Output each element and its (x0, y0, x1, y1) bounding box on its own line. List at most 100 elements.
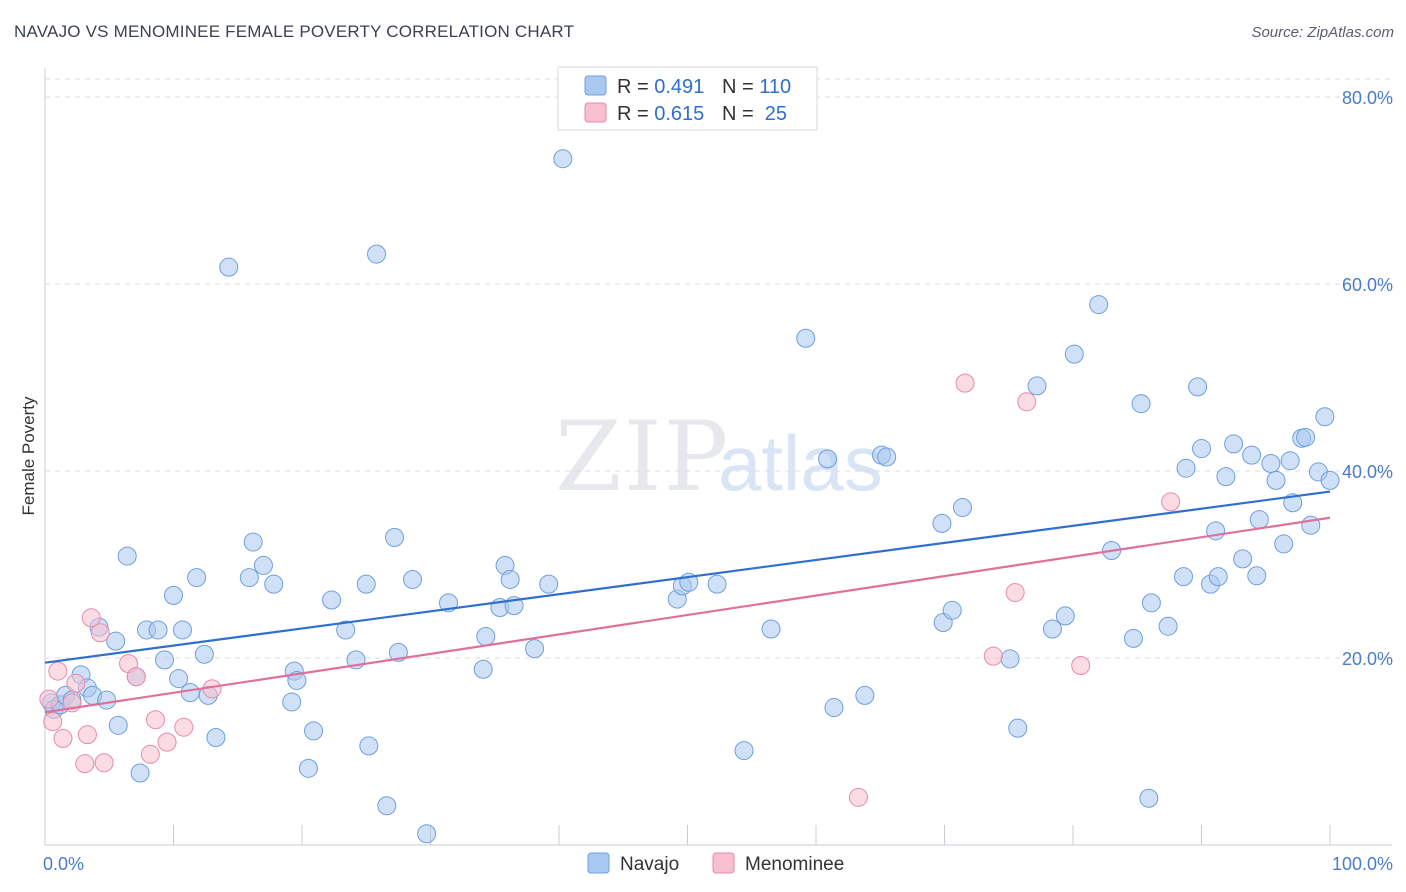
watermark-atlas: atlas (718, 419, 883, 507)
bottom-legend-label-navajo: Navajo (620, 854, 679, 875)
point-navajo (476, 626, 496, 646)
y-tick-label: 60.0% (1342, 275, 1393, 295)
point-navajo (1188, 377, 1208, 397)
point-menominee (81, 608, 101, 628)
point-navajo (239, 568, 259, 588)
point-navajo (1280, 451, 1300, 471)
point-navajo (172, 620, 192, 640)
legend-n-value-navajo: 110 (759, 76, 791, 98)
point-navajo (796, 328, 816, 348)
point-menominee (77, 725, 97, 745)
point-navajo (1266, 470, 1286, 490)
point-navajo (1055, 606, 1075, 626)
point-menominee (848, 787, 868, 807)
point-navajo (377, 796, 397, 816)
point-navajo (932, 513, 952, 533)
point-menominee (146, 710, 166, 730)
y-tick-label: 80.0% (1342, 88, 1393, 108)
chart-source: Source: ZipAtlas.com (1251, 24, 1394, 41)
legend-n-value-menominee: 25 (759, 103, 787, 125)
y-axis-label: Female Poverty (19, 396, 38, 516)
x-tick-label: 0.0% (43, 854, 84, 874)
point-navajo (1296, 427, 1316, 447)
point-navajo (1139, 788, 1159, 808)
point-navajo (1158, 616, 1178, 636)
point-navajo (97, 690, 117, 710)
point-navajo (304, 721, 324, 741)
point-navajo (108, 715, 128, 735)
trend-line-menominee (44, 516, 1331, 714)
point-navajo (282, 692, 302, 712)
point-navajo (1216, 467, 1236, 487)
points-layer (39, 149, 1340, 844)
point-navajo (417, 824, 437, 844)
point-menominee (1071, 655, 1091, 675)
point-navajo (1242, 445, 1262, 465)
point-navajo (130, 763, 150, 783)
point-menominee (94, 753, 114, 773)
point-navajo (1064, 344, 1084, 364)
legend-swatch-menominee (584, 102, 607, 123)
point-navajo (761, 619, 781, 639)
point-navajo (1233, 549, 1253, 569)
y-tick-label: 20.0% (1342, 649, 1393, 669)
legend-r-value-navajo: 0.491 (654, 76, 704, 98)
bottom-legend-label-menominee: Menominee (745, 854, 844, 875)
point-navajo (1206, 521, 1226, 541)
point-navajo (359, 736, 379, 756)
point-navajo (1027, 376, 1047, 396)
point-menominee (126, 667, 146, 687)
point-navajo (1141, 593, 1161, 613)
point-navajo (206, 727, 226, 747)
point-navajo (734, 741, 754, 761)
trend-line-navajo (44, 490, 1331, 664)
svg-text:N = 25: N = 25 (722, 103, 787, 125)
point-navajo (169, 669, 189, 689)
point-menominee (48, 661, 68, 681)
legend-n-label-menominee: N = (722, 103, 759, 125)
point-menominee (157, 732, 177, 752)
point-navajo (877, 447, 897, 467)
point-navajo (1283, 493, 1303, 513)
point-navajo (336, 620, 356, 640)
point-navajo (194, 644, 214, 664)
point-navajo (1247, 566, 1267, 586)
point-navajo (1320, 470, 1340, 490)
svg-text:R = 0.615: R = 0.615 (617, 103, 704, 125)
point-navajo (388, 642, 408, 662)
point-navajo (1315, 407, 1335, 427)
point-navajo (106, 631, 126, 651)
point-navajo (1089, 295, 1109, 315)
trend-layer (44, 490, 1331, 714)
point-navajo (855, 685, 875, 705)
svg-text:N = 110: N = 110 (722, 76, 791, 98)
point-menominee (53, 728, 73, 748)
x-tick-label: 100.0% (1332, 854, 1393, 874)
point-navajo (539, 574, 559, 594)
point-navajo (164, 585, 183, 605)
point-navajo (1192, 439, 1211, 459)
point-navajo (298, 758, 318, 778)
point-navajo (952, 497, 972, 517)
point-menominee (1017, 392, 1037, 412)
point-navajo (707, 574, 727, 594)
legend-n-label-navajo: N = (722, 76, 759, 98)
point-menominee (174, 717, 194, 737)
chart-title: NAVAJO VS MENOMINEE FEMALE POVERTY CORRE… (14, 22, 575, 41)
point-menominee (75, 754, 95, 774)
point-navajo (818, 449, 838, 469)
point-navajo (322, 590, 342, 610)
point-navajo (264, 574, 284, 594)
bottom-legend-swatch-menominee (712, 852, 735, 874)
point-navajo (824, 698, 844, 718)
point-navajo (525, 639, 545, 659)
point-menominee (1005, 583, 1025, 603)
point-navajo (1174, 567, 1194, 587)
point-navajo (356, 574, 376, 594)
top-legend: R = 0.491 N = 110 R = 0.615 N = 25 (557, 66, 818, 131)
point-navajo (287, 670, 307, 690)
bottom-legend: Navajo Menominee (587, 852, 844, 875)
point-navajo (1224, 434, 1244, 454)
point-navajo (117, 546, 137, 566)
